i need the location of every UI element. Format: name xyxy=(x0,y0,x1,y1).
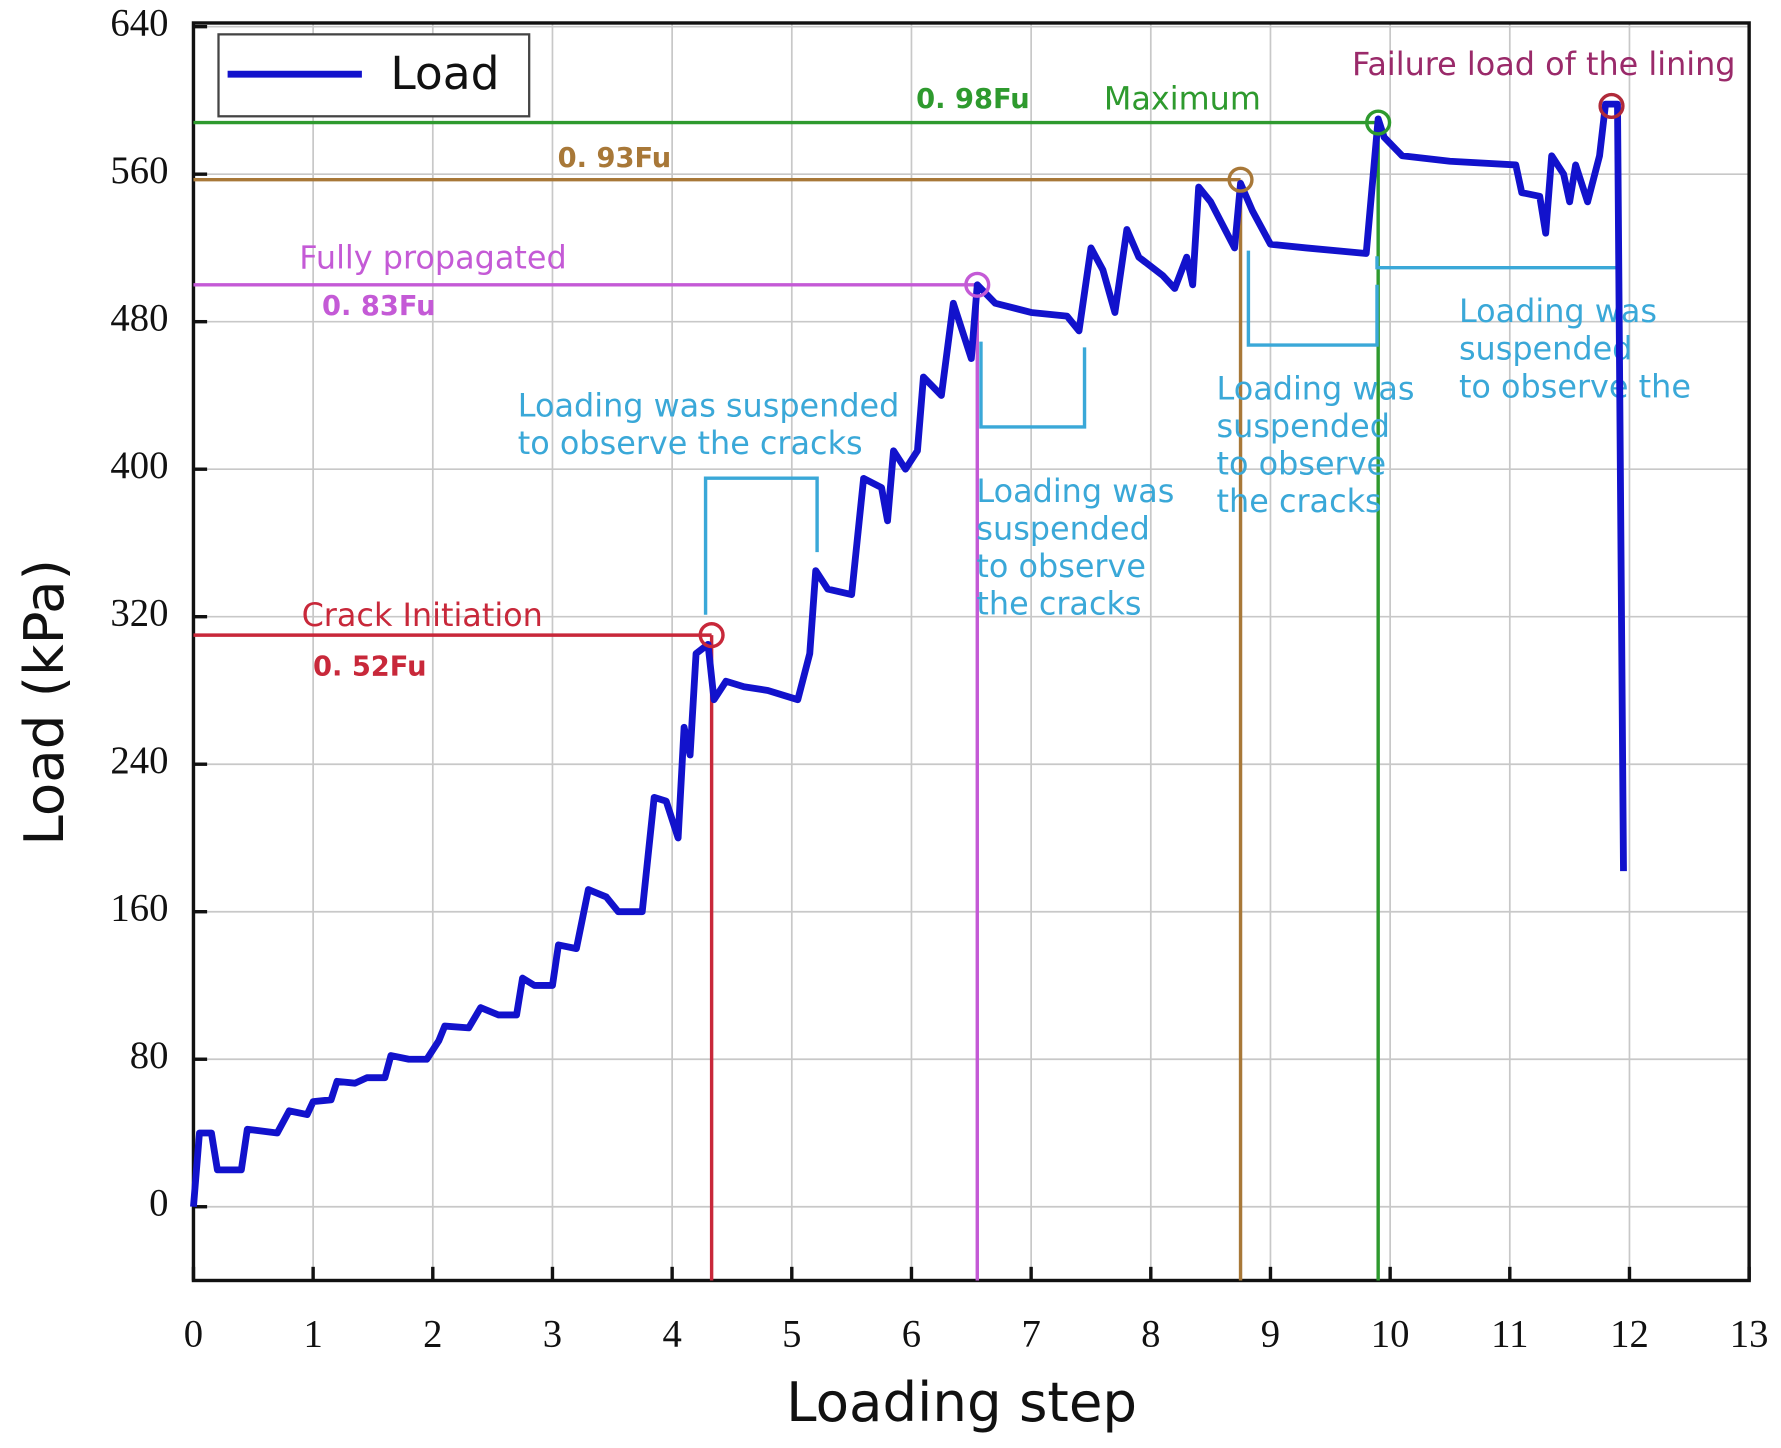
y-tick-label: 0 xyxy=(149,1183,168,1225)
annotation: suspended xyxy=(1217,407,1390,445)
suspension-bracket xyxy=(979,341,1087,429)
marker-circle xyxy=(1598,92,1625,120)
x-tick-label: 11 xyxy=(1491,1313,1528,1355)
suspension-bracket xyxy=(703,476,819,615)
y-tick-label: 400 xyxy=(110,445,168,487)
annotation: Loading was xyxy=(1459,292,1657,330)
marker-circle xyxy=(1365,109,1392,136)
marker-circle xyxy=(698,622,725,649)
y-tick-label: 160 xyxy=(110,888,168,930)
y-tick-label: 80 xyxy=(130,1035,169,1077)
y-tick-label: 560 xyxy=(110,150,168,192)
annotation: to observe the cracks xyxy=(518,424,863,462)
suspension-bracket xyxy=(1246,250,1379,347)
annotation: the cracks xyxy=(976,585,1141,623)
fraction-label: 0. 52Fu xyxy=(313,652,427,683)
plot-frame xyxy=(191,21,1751,1283)
x-axis-title: Loading step xyxy=(786,1370,1137,1434)
x-tick-label: 7 xyxy=(1021,1313,1040,1355)
annotation: the cracks xyxy=(1217,482,1382,520)
x-tick-label: 6 xyxy=(902,1313,921,1355)
y-tick-label: 240 xyxy=(110,740,168,782)
x-tick-label: 12 xyxy=(1610,1313,1649,1355)
load-line xyxy=(190,100,1627,1208)
marker-label: Crack Initiation xyxy=(302,596,543,634)
x-tick-label: 3 xyxy=(543,1313,562,1355)
fraction-label: 0. 83Fu xyxy=(322,291,436,322)
y-axis-title: Load (kPa) xyxy=(12,559,76,846)
x-tick-label: 2 xyxy=(423,1313,442,1355)
annotation: Loading was suspended xyxy=(518,387,900,425)
annotation: to observe xyxy=(976,547,1146,585)
y-tick-label: 480 xyxy=(110,298,168,340)
annotation: to observe the xyxy=(1459,367,1691,405)
y-tick-label: 320 xyxy=(110,593,168,635)
x-tick-label: 1 xyxy=(303,1313,322,1355)
fraction-label: 0. 98Fu xyxy=(916,84,1030,115)
fraction-label: 0. 93Fu xyxy=(558,143,672,174)
y-tick-label: 640 xyxy=(110,3,168,45)
x-tick-label: 8 xyxy=(1141,1313,1160,1355)
annotation: to observe xyxy=(1217,445,1387,483)
x-tick-label: 4 xyxy=(662,1313,681,1355)
marker-label: Fully propagated xyxy=(299,239,566,277)
annotation: suspended xyxy=(1459,330,1632,368)
annotation: suspended xyxy=(976,510,1149,548)
marker-label: Maximum xyxy=(1104,79,1261,117)
marker-circle xyxy=(1227,166,1254,193)
marker-label: Failure load of the lining xyxy=(1352,45,1736,83)
marker-circle xyxy=(964,271,991,298)
legend-label: Load xyxy=(390,47,499,100)
annotation: Loading was xyxy=(1217,370,1415,408)
annotation: Loading was xyxy=(976,472,1174,510)
suspension-bracket xyxy=(1375,256,1622,270)
x-tick-label: 13 xyxy=(1730,1313,1769,1355)
x-tick-label: 9 xyxy=(1261,1313,1280,1355)
x-tick-label: 10 xyxy=(1371,1313,1410,1355)
legend-box xyxy=(217,33,531,118)
x-tick-label: 5 xyxy=(782,1313,801,1355)
x-tick-label: 0 xyxy=(184,1313,203,1355)
